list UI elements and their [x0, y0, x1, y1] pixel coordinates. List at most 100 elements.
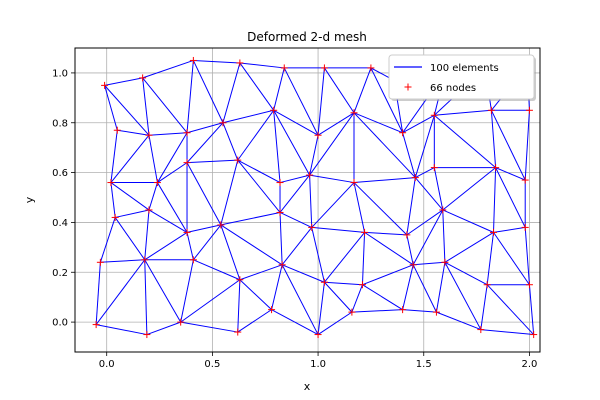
mesh-edge: [490, 110, 497, 168]
plot-frame: [74, 47, 541, 353]
mesh-edge: [237, 110, 275, 161]
mesh-edge: [309, 112, 355, 176]
mesh-edge: [281, 264, 319, 335]
mesh-edge: [271, 309, 319, 335]
mesh-node: [270, 106, 278, 114]
mesh-node: [399, 306, 407, 314]
mesh-node: [350, 109, 358, 117]
mesh-edge: [117, 129, 150, 136]
mesh-edge: [524, 227, 530, 285]
legend-label-nodes: 66 nodes: [430, 83, 476, 94]
mesh-edge: [480, 284, 488, 330]
mesh-node: [492, 164, 500, 172]
mesh-edge: [239, 62, 275, 111]
mesh-edge: [309, 174, 355, 184]
mesh-edge: [317, 311, 353, 335]
x-tick-label: 0.0: [99, 359, 115, 370]
mesh-edge: [323, 67, 355, 114]
mesh-edge: [364, 231, 407, 236]
mesh-edge: [142, 77, 188, 134]
y-tick-label: 0.2: [52, 268, 68, 279]
mesh-edge: [281, 264, 325, 283]
mesh-node: [111, 213, 119, 221]
mesh-node: [141, 256, 149, 264]
mesh-edge: [220, 211, 281, 226]
mesh-node: [411, 174, 419, 182]
mesh-edge: [186, 122, 224, 134]
mesh-edge: [110, 130, 118, 183]
mesh-edge: [95, 262, 101, 325]
mesh-edge: [186, 224, 221, 233]
mesh-edge: [193, 59, 240, 64]
mesh-edge: [273, 67, 285, 111]
mesh-edge: [283, 67, 319, 136]
mesh-edge: [412, 209, 444, 266]
mesh-node: [276, 208, 284, 216]
mesh-edge: [279, 212, 283, 265]
mesh-edge: [104, 85, 150, 136]
mesh-edge: [317, 112, 355, 136]
mesh-edge: [180, 321, 238, 333]
mesh-node: [219, 119, 227, 127]
mesh-node: [145, 206, 153, 214]
mesh-edge: [351, 284, 363, 313]
y-tick-label: 0.4: [52, 218, 68, 229]
mesh-edge: [110, 134, 150, 183]
mesh-node: [521, 176, 529, 184]
mesh-node: [189, 256, 197, 264]
mesh-node: [139, 74, 147, 82]
x-tick-label: 2.0: [521, 359, 537, 370]
mesh-edge: [402, 114, 435, 134]
mesh-edge: [412, 264, 437, 313]
mesh-node: [183, 129, 191, 137]
mesh-node: [525, 281, 533, 289]
mesh-node: [348, 308, 356, 316]
mesh-edge: [413, 261, 445, 266]
mesh-node: [403, 231, 411, 239]
mesh-edge: [239, 279, 272, 311]
mesh-edge: [353, 182, 366, 233]
mesh-edge: [353, 112, 403, 134]
mesh-node: [358, 281, 366, 289]
mesh-node: [113, 126, 121, 134]
mesh-edge: [353, 112, 416, 178]
mesh-node: [268, 306, 276, 314]
mesh-edge: [490, 110, 526, 181]
y-axis-label: y: [23, 196, 36, 203]
y-tick-label: 0.0: [52, 318, 68, 329]
mesh-edge: [186, 122, 224, 163]
mesh-node: [487, 106, 495, 114]
mesh-node: [399, 129, 407, 137]
mesh-edge: [146, 321, 181, 336]
mesh-node: [278, 261, 286, 269]
mesh-edge: [148, 135, 158, 183]
mesh-node: [177, 318, 185, 326]
mesh-edge: [157, 162, 188, 183]
mesh-node: [477, 326, 485, 334]
mesh-edge: [311, 227, 325, 283]
mesh-edge: [311, 226, 365, 233]
mesh-edge: [95, 259, 146, 325]
mesh-edge: [442, 209, 446, 263]
x-tick-label: 0.5: [204, 359, 220, 370]
mesh-node: [236, 276, 244, 284]
mesh-edge: [486, 284, 535, 335]
x-tick-label: 1.0: [310, 359, 326, 370]
mesh-edge: [220, 224, 283, 266]
mesh-edge: [148, 182, 158, 211]
mesh-edge: [406, 177, 416, 235]
mesh-edge: [110, 182, 150, 211]
mesh-node: [432, 308, 440, 316]
mesh-node: [145, 131, 153, 139]
mesh-node: [367, 64, 375, 72]
mesh-edge: [100, 259, 145, 263]
mesh-edge: [362, 284, 403, 311]
mesh-edge: [142, 59, 194, 79]
mesh-node: [276, 179, 284, 187]
mesh-edge: [414, 177, 444, 211]
mesh-edge: [273, 110, 281, 183]
mesh-edge: [237, 159, 281, 183]
mesh-node: [490, 228, 497, 236]
mesh-node: [308, 223, 316, 231]
